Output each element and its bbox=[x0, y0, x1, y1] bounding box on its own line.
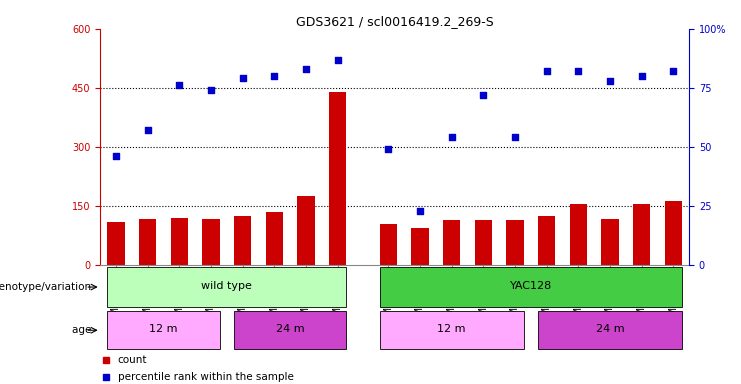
Point bbox=[445, 134, 457, 141]
Text: YAC128: YAC128 bbox=[510, 281, 552, 291]
Text: 12 m: 12 m bbox=[437, 324, 466, 334]
Point bbox=[268, 73, 280, 79]
Text: 24 m: 24 m bbox=[276, 324, 305, 334]
Bar bbox=[107, 267, 346, 307]
Point bbox=[382, 146, 394, 152]
Bar bbox=[443, 220, 460, 265]
Bar bbox=[411, 228, 428, 265]
Point bbox=[300, 66, 312, 72]
Point bbox=[509, 134, 521, 141]
Bar bbox=[538, 311, 682, 349]
Bar bbox=[107, 311, 219, 349]
Text: 12 m: 12 m bbox=[149, 324, 178, 334]
Point bbox=[142, 127, 153, 133]
Bar bbox=[474, 220, 492, 265]
Bar bbox=[379, 311, 524, 349]
Bar bbox=[265, 212, 283, 265]
Point bbox=[668, 68, 679, 74]
Point bbox=[236, 75, 248, 81]
Point bbox=[541, 68, 553, 74]
Bar bbox=[538, 216, 555, 265]
Bar bbox=[107, 222, 124, 265]
Text: 24 m: 24 m bbox=[596, 324, 624, 334]
Bar bbox=[234, 311, 346, 349]
Bar bbox=[379, 267, 682, 307]
Title: GDS3621 / scl0016419.2_269-S: GDS3621 / scl0016419.2_269-S bbox=[296, 15, 494, 28]
Point bbox=[332, 56, 344, 63]
Point bbox=[477, 92, 489, 98]
Bar bbox=[139, 218, 156, 265]
Text: age: age bbox=[72, 325, 94, 335]
Text: genotype/variation: genotype/variation bbox=[0, 282, 94, 292]
Bar bbox=[234, 216, 251, 265]
Text: count: count bbox=[118, 356, 147, 366]
Point bbox=[110, 153, 122, 159]
Bar bbox=[170, 218, 188, 265]
Point bbox=[173, 83, 185, 89]
Bar bbox=[379, 223, 397, 265]
Bar bbox=[665, 201, 682, 265]
Point bbox=[604, 78, 616, 84]
Bar bbox=[601, 218, 619, 265]
Bar bbox=[202, 218, 219, 265]
Point bbox=[205, 87, 217, 93]
Bar bbox=[633, 204, 651, 265]
Point bbox=[636, 73, 648, 79]
Text: wild type: wild type bbox=[202, 281, 252, 291]
Bar bbox=[329, 92, 346, 265]
Bar bbox=[297, 196, 315, 265]
Text: percentile rank within the sample: percentile rank within the sample bbox=[118, 372, 293, 382]
Bar bbox=[506, 220, 524, 265]
Point bbox=[414, 208, 426, 214]
Bar bbox=[570, 204, 587, 265]
Point bbox=[572, 68, 584, 74]
